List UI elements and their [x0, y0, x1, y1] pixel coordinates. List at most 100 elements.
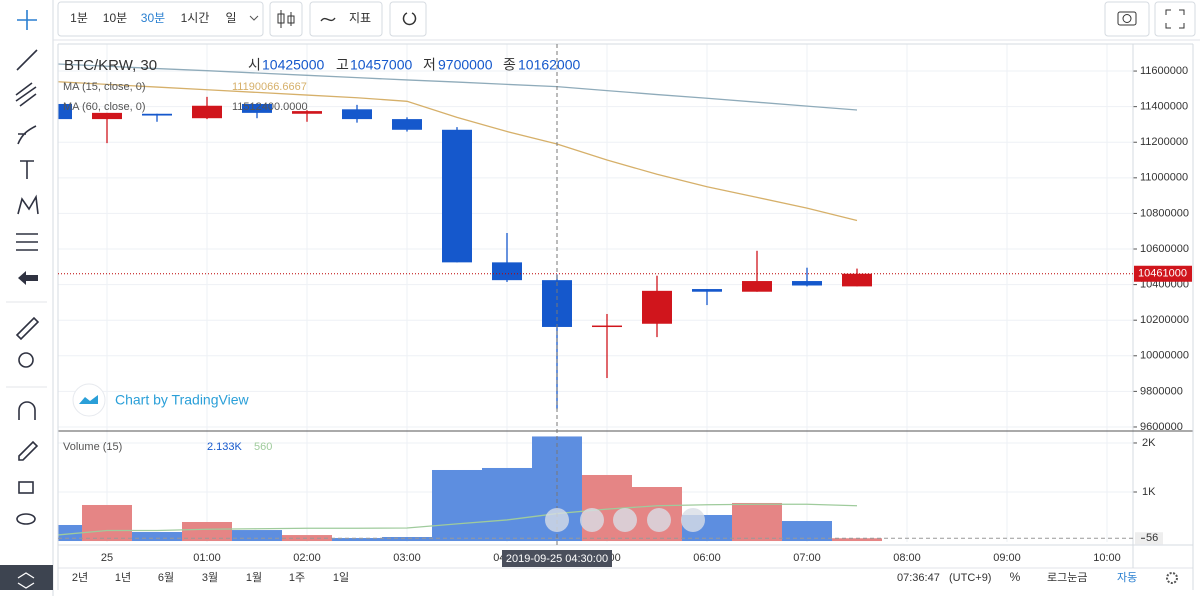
interval-button[interactable]: 1분 — [70, 11, 88, 25]
x-tick-label: 25 — [101, 552, 113, 564]
high-value: 10457000 — [350, 57, 413, 73]
volume-bar — [832, 538, 882, 542]
fullscreen-button[interactable] — [1154, 1, 1196, 37]
ohlc-label: 저 — [423, 57, 436, 73]
last-price-label: 10461000 — [1138, 268, 1187, 280]
text-tool[interactable] — [20, 160, 34, 179]
close-value: 10162000 — [518, 57, 581, 73]
interval-button[interactable]: 30분 — [141, 11, 165, 25]
collapse-toolbar[interactable] — [0, 565, 53, 590]
x-tick-label: 07:00 — [793, 552, 821, 564]
interval-dropdown[interactable] — [249, 15, 259, 21]
ma-legend-name: MA (60, close, 0) — [63, 101, 146, 113]
left-toolbar — [0, 0, 54, 596]
lock-drawing-tool[interactable] — [18, 440, 39, 461]
indicators-label: 지표 — [349, 11, 371, 25]
ruler-tool[interactable] — [15, 316, 40, 341]
percent-toggle[interactable]: % — [1010, 570, 1021, 584]
crosshair-tool[interactable] — [17, 10, 37, 30]
symbol-title: BTC/KRW, 30 — [64, 57, 157, 74]
range-button[interactable]: 1년 — [115, 571, 131, 584]
volume-legend-value: 2.133K — [207, 441, 243, 453]
interval-group — [57, 1, 264, 37]
candle-body — [642, 290, 672, 324]
settings-button[interactable] — [1166, 572, 1178, 584]
volume-bar — [132, 532, 182, 542]
lock-tool[interactable] — [18, 481, 34, 494]
interval-button[interactable]: 10분 — [103, 11, 127, 25]
auto-scale-toggle[interactable]: 자동 — [1117, 571, 1137, 584]
volume-ma-legend-value: 560 — [254, 441, 272, 453]
nav-button[interactable] — [647, 508, 671, 532]
candle-body — [392, 119, 422, 130]
range-button[interactable]: 1주 — [289, 572, 305, 584]
y-tick-label: 9800000 — [1140, 385, 1183, 397]
ohlc-label: 종 — [503, 57, 516, 73]
last-price-box — [1134, 265, 1192, 282]
candle-body — [58, 103, 72, 120]
nav-button[interactable] — [681, 508, 705, 532]
nav-button[interactable] — [580, 508, 604, 532]
zoom-tool[interactable] — [18, 352, 34, 368]
y-tick-label: 1K — [1142, 486, 1156, 498]
watermark[interactable]: Chart by TradingView — [115, 392, 249, 408]
candle-body — [192, 105, 222, 119]
candle-body — [692, 289, 722, 292]
ma-line — [58, 81, 858, 222]
range-button[interactable]: 3월 — [202, 571, 218, 584]
candle-body — [292, 111, 322, 114]
candle-body — [242, 103, 272, 113]
interval-button[interactable]: 일 — [225, 11, 236, 25]
brush-tool[interactable] — [17, 125, 37, 145]
ma-legend-name: MA (15, close, 0) — [63, 81, 146, 93]
clock: 07:36:47 — [897, 572, 940, 584]
y-tick-label: 11600000 — [1140, 65, 1188, 77]
reset-button[interactable] — [389, 1, 427, 37]
last-volume-box — [1135, 532, 1163, 545]
range-button[interactable]: 1월 — [246, 571, 262, 584]
x-tick-label: 06:00 — [693, 552, 721, 564]
x-tick-label: 03:00 — [393, 552, 421, 564]
ma-legend-value: 11512400.0000 — [232, 101, 308, 113]
log-scale-toggle[interactable]: 로그눈금 — [1047, 571, 1087, 584]
ma-legend-value: 11190066.6667 — [232, 81, 307, 93]
eye-tool[interactable] — [16, 513, 36, 525]
legend: BTC/KRW, 30 시 10425000 고 10457000 저 9700… — [63, 57, 581, 453]
indicators-button[interactable] — [309, 1, 383, 37]
volume-bar — [782, 521, 832, 542]
range-button[interactable]: 6월 — [158, 571, 174, 584]
candle-body — [842, 273, 872, 287]
volume-bar — [732, 502, 782, 542]
y-tick-label: 10600000 — [1140, 243, 1189, 255]
range-button[interactable]: 1일 — [333, 570, 349, 584]
y-tick-label: 10800000 — [1140, 207, 1189, 219]
candle-body — [92, 112, 122, 120]
y-tick-label: 10200000 — [1140, 314, 1189, 326]
volume-bar — [82, 504, 132, 542]
fib-tool[interactable] — [15, 82, 37, 107]
nav-button[interactable] — [545, 508, 569, 532]
timezone[interactable]: (UTC+9) — [949, 572, 991, 584]
ma-line — [58, 63, 858, 111]
back-tool[interactable] — [18, 271, 38, 285]
interval-button[interactable]: 1시간 — [181, 11, 210, 25]
trend-line-tool[interactable] — [16, 49, 38, 71]
chart-style-button[interactable] — [269, 1, 303, 37]
y-tick-label: 2K — [1142, 437, 1156, 449]
x-tick-label: 02:00 — [293, 552, 321, 564]
candle-body — [492, 262, 522, 281]
snapshot-button[interactable] — [1104, 1, 1150, 37]
pattern-tool[interactable] — [17, 194, 39, 215]
nav-button[interactable] — [613, 508, 637, 532]
candle-body — [142, 113, 172, 116]
volume-bar — [182, 522, 232, 542]
range-button[interactable]: 2년 — [72, 571, 88, 584]
low-value: 9700000 — [438, 57, 493, 73]
y-tick-label: 9600000 — [1140, 421, 1183, 433]
y-tick-label: 11200000 — [1140, 136, 1188, 148]
volume-bar — [58, 524, 82, 542]
volume-ma-line — [58, 503, 858, 536]
prediction-tool[interactable] — [16, 233, 38, 251]
magnet-tool[interactable] — [18, 401, 36, 420]
